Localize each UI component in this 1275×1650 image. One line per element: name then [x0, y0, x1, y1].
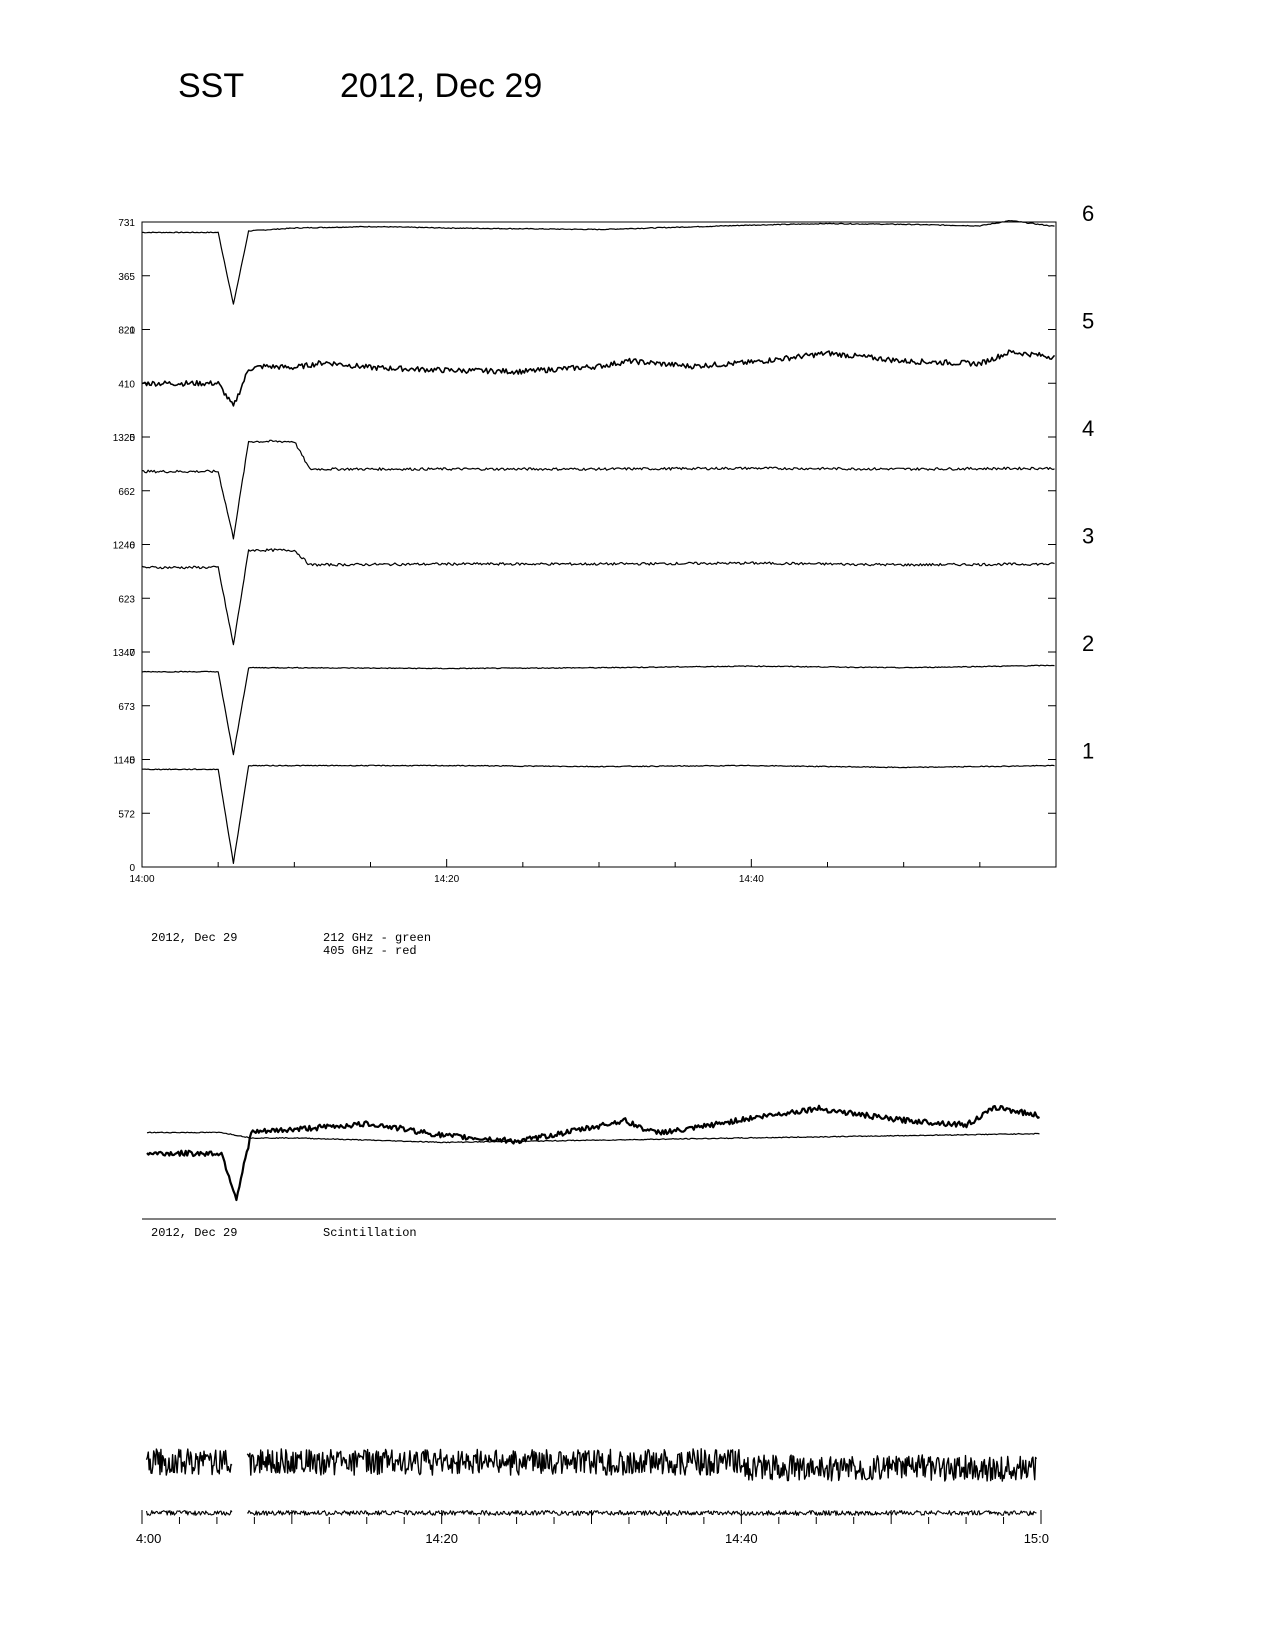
x-tick-label: 14:20 — [434, 874, 459, 885]
y-tick-label: 623 — [118, 594, 135, 605]
main-x-axis: 14:00 14:20 14:40 — [129, 859, 1057, 885]
scint-x-tick-label: 4:00 — [136, 1531, 161, 1546]
y-tick-label: 731 — [118, 218, 135, 229]
y-tick-label: 821 — [118, 326, 135, 337]
channel-label-3: 3 — [1082, 524, 1094, 549]
y-tick-label: 1246 — [113, 541, 136, 552]
y-tick-label: 410 — [118, 379, 135, 390]
scintillation-plot — [145, 1448, 1038, 1516]
scint-x-axis: 4:00 14:20 14:40 15:0 — [136, 1510, 1049, 1546]
legend-212-ghz: 212 GHz - green — [323, 931, 431, 945]
y-tick-label: 572 — [118, 809, 135, 820]
channel-label-1: 1 — [1082, 739, 1094, 764]
scint-caption-label: Scintillation — [323, 1226, 417, 1240]
main-plot-panels: 7313650821410013256620124662301347673011… — [113, 218, 1056, 874]
y-tick-label: 1145 — [113, 756, 135, 767]
channel-labels: 6 5 4 3 2 1 — [1082, 201, 1094, 764]
channel-label-2: 2 — [1082, 631, 1094, 656]
scint-x-tick-label: 14:40 — [725, 1531, 758, 1546]
main-plot-frame — [141, 221, 1057, 868]
legend-405-ghz: 405 GHz - red — [323, 944, 417, 958]
scint-series-lower — [145, 1510, 1037, 1516]
date-title: 2012, Dec 29 — [340, 67, 542, 105]
y-tick-zero: 0 — [129, 756, 135, 767]
scint-caption-date: 2012, Dec 29 — [151, 1226, 237, 1240]
series-line-ch1 — [141, 764, 1055, 864]
y-tick-zero: 0 — [129, 863, 135, 874]
y-tick-zero: 0 — [129, 541, 135, 552]
series-line-ch2 — [141, 664, 1055, 756]
y-tick-zero: 0 — [129, 433, 135, 444]
channel-label-4: 4 — [1082, 416, 1094, 441]
series-line-ch3 — [141, 548, 1055, 646]
y-tick-label: 1325 — [113, 433, 136, 444]
series-line-ch5 — [141, 349, 1056, 407]
y-tick-zero: 0 — [129, 326, 135, 337]
series-line-ch4 — [141, 439, 1055, 540]
series-line-ch6 — [142, 220, 1055, 305]
scint-series-upper — [145, 1448, 1038, 1482]
y-tick-label: 365 — [118, 272, 135, 283]
series-line-405ghz — [146, 1104, 1041, 1202]
series-line-212ghz — [146, 1131, 1040, 1144]
channel-label-6: 6 — [1082, 201, 1094, 226]
x-tick-label: 14:40 — [739, 874, 764, 885]
frequency-comparison-plot — [146, 1104, 1041, 1202]
scint-x-tick-label: 14:20 — [425, 1531, 458, 1546]
y-tick-label: 662 — [118, 487, 135, 498]
x-tick-label: 14:00 — [129, 874, 154, 885]
channel-label-5: 5 — [1082, 309, 1094, 334]
instrument-title: SST — [178, 67, 244, 105]
scint-x-tick-label: 15:0 — [1024, 1531, 1049, 1546]
y-tick-zero: 0 — [129, 648, 135, 659]
y-tick-label: 673 — [118, 702, 135, 713]
y-tick-label: 1347 — [113, 648, 136, 659]
freq-caption-date: 2012, Dec 29 — [151, 931, 237, 945]
